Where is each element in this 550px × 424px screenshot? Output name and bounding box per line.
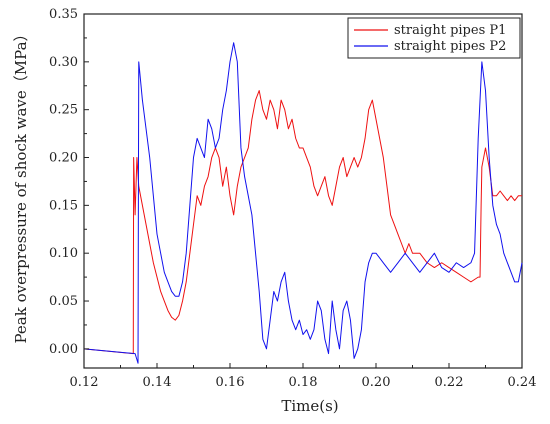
y-tick-label: 0.25 xyxy=(49,103,78,118)
y-tick-label: 0.35 xyxy=(49,7,78,22)
y-tick-label: 0.20 xyxy=(49,151,78,166)
plot-frame xyxy=(83,13,523,369)
y-tick-label: 0.30 xyxy=(49,55,78,70)
x-tick-label: 0.20 xyxy=(362,375,391,390)
legend-label-1: straight pipes P1 xyxy=(394,23,506,38)
legend-box xyxy=(347,17,521,59)
y-tick-label: 0.00 xyxy=(49,342,78,357)
y-axis-ticks: 0.00 0.05 0.10 0.15 0.20 0.25 0.30 0.35 xyxy=(49,7,89,357)
x-tick-label: 0.12 xyxy=(70,375,99,390)
series-line-2 xyxy=(83,42,523,364)
x-tick-label: 0.14 xyxy=(143,375,172,390)
x-tick-label: 0.16 xyxy=(216,375,245,390)
legend-label-2: straight pipes P2 xyxy=(394,39,506,54)
plot-area xyxy=(83,13,523,369)
series-lines xyxy=(83,42,523,364)
y-tick-label: 0.15 xyxy=(49,198,78,213)
x-axis-title: Time(s) xyxy=(281,397,338,415)
y-tick-label: 0.05 xyxy=(49,294,78,309)
series-line-1 xyxy=(83,90,522,355)
x-tick-label: 0.18 xyxy=(289,375,318,390)
y-axis-title: Peak overpressure of shock wave（MPa） xyxy=(12,26,30,343)
y-tick-label: 0.10 xyxy=(49,246,78,261)
x-axis-ticks: 0.12 0.14 0.16 0.18 0.20 0.22 0.24 xyxy=(70,363,537,390)
x-tick-label: 0.24 xyxy=(508,375,537,390)
x-tick-label: 0.22 xyxy=(435,375,464,390)
